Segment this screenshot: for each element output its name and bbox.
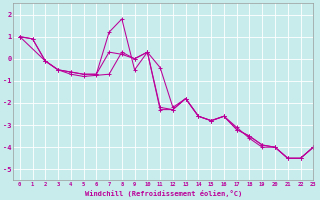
X-axis label: Windchill (Refroidissement éolien,°C): Windchill (Refroidissement éolien,°C) <box>85 190 242 197</box>
